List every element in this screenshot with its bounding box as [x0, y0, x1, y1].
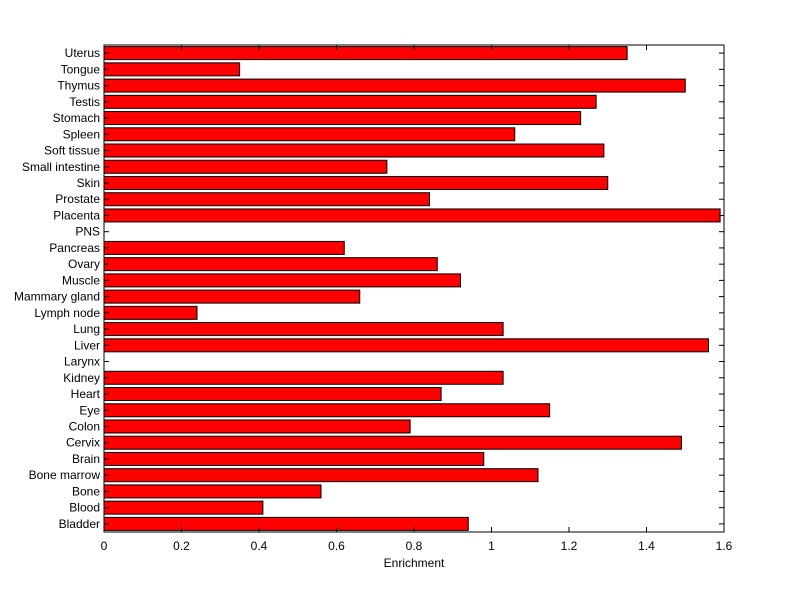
bar-testis: [103, 94, 597, 109]
y-tick-label: Tongue: [61, 62, 101, 76]
bar-cervix: [103, 435, 682, 450]
y-tick-label: Muscle: [62, 273, 100, 287]
bar-blood: [103, 500, 264, 515]
y-tick-label: Blood: [69, 501, 100, 515]
bar-muscle: [103, 273, 461, 288]
bar-heart: [103, 387, 442, 402]
x-tick-label: 1: [488, 539, 495, 553]
y-tick-label: Brain: [72, 452, 100, 466]
y-tick-label: Ovary: [68, 257, 100, 271]
x-axis-label: Enrichment: [384, 556, 445, 570]
y-tick-label: Soft tissue: [44, 144, 100, 158]
bar-soft-tissue: [103, 143, 605, 158]
bar-mammary-gland: [103, 289, 361, 304]
bar-tongue: [103, 62, 241, 77]
bar-uterus: [103, 46, 628, 61]
y-tick-label: Heart: [71, 387, 101, 401]
x-tick-label: 0: [101, 539, 108, 553]
y-tick-label: Kidney: [63, 371, 100, 385]
bar-lymph-node: [103, 305, 198, 320]
y-tick-label: Colon: [69, 419, 100, 433]
bar-brain: [103, 451, 485, 466]
x-tick-label: 0.6: [328, 539, 345, 553]
y-tick-label: Bone marrow: [29, 468, 101, 482]
y-tick-label: Pancreas: [49, 241, 100, 255]
y-tick-label: Thymus: [57, 79, 100, 93]
y-tick-label: Mammary gland: [14, 290, 100, 304]
plot-frame: [103, 44, 725, 533]
y-tick-label: Prostate: [55, 192, 100, 206]
bar-skin: [103, 175, 609, 190]
y-tick-label: Small intestine: [22, 160, 100, 174]
plot-area: [104, 45, 724, 532]
bar-liver: [103, 338, 709, 353]
bar-stomach: [103, 111, 582, 126]
bar-ovary: [103, 257, 438, 272]
y-tick-label: Cervix: [66, 436, 100, 450]
y-tick-label: Uterus: [65, 46, 100, 60]
y-tick-label: Liver: [74, 338, 100, 352]
y-tick-label: Placenta: [53, 208, 100, 222]
y-tick-label: Bone: [72, 484, 100, 498]
y-tick-label: Testis: [69, 95, 100, 109]
x-tick-label: 0.4: [251, 539, 268, 553]
bar-placenta: [103, 208, 721, 223]
bar-small-intestine: [103, 159, 388, 174]
bar-thymus: [103, 78, 686, 93]
x-tick-label: 0.8: [406, 539, 423, 553]
labels-group: Bladder Blood Bone Bone marrow Brain Cervix Co…: [14, 46, 733, 553]
y-tick-label: Larynx: [64, 355, 100, 369]
y-tick-label: Lung: [73, 322, 100, 336]
x-tick-label: 1.4: [638, 539, 655, 553]
y-tick-label: Lymph node: [34, 306, 100, 320]
bar-bone-marrow: [103, 468, 539, 483]
x-tick-label: 0.2: [173, 539, 190, 553]
bar-pancreas: [103, 240, 345, 255]
bar-colon: [103, 419, 411, 434]
bar-eye: [103, 403, 551, 418]
y-tick-label: Spleen: [63, 127, 100, 141]
bar-kidney: [103, 370, 504, 385]
y-tick-label: Bladder: [59, 517, 100, 531]
x-tick-label: 1.6: [716, 539, 733, 553]
bar-prostate: [103, 192, 430, 207]
bar-bone: [103, 484, 322, 499]
x-tick-label: 1.2: [561, 539, 578, 553]
bar-spleen: [103, 127, 516, 142]
y-tick-label: Skin: [77, 176, 100, 190]
y-tick-label: Stomach: [53, 111, 100, 125]
y-tick-label: PNS: [75, 225, 100, 239]
bar-lung: [103, 322, 504, 337]
y-tick-label: Eye: [79, 403, 100, 417]
